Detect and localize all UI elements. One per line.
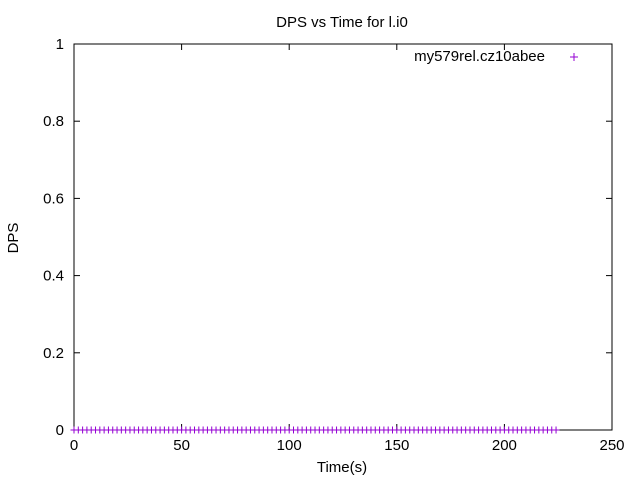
legend-label: my579rel.cz10abee: [414, 48, 545, 65]
y-tick-label: 0.8: [43, 113, 64, 130]
y-tick-label: 0.6: [43, 190, 64, 207]
legend: my579rel.cz10abee: [414, 48, 578, 65]
x-tick-label: 100: [277, 437, 302, 454]
x-tick-label: 200: [492, 437, 517, 454]
x-tick-label: 150: [384, 437, 409, 454]
legend-marker: [570, 53, 578, 61]
x-tick-label: 250: [599, 437, 624, 454]
x-axis-label: Time(s): [317, 459, 367, 476]
chart-title: DPS vs Time for l.i0: [276, 14, 408, 31]
data-point: [552, 426, 560, 434]
y-tick-label: 0.4: [43, 268, 64, 285]
x-tick-label: 50: [173, 437, 190, 454]
y-tick-label: 0: [56, 422, 64, 439]
data-points: [70, 426, 560, 434]
y-axis-label: DPS: [5, 223, 22, 254]
x-tick-label: 0: [70, 437, 78, 454]
y-tick-label: 0.2: [43, 345, 64, 362]
y-tick-label: 1: [56, 36, 64, 53]
